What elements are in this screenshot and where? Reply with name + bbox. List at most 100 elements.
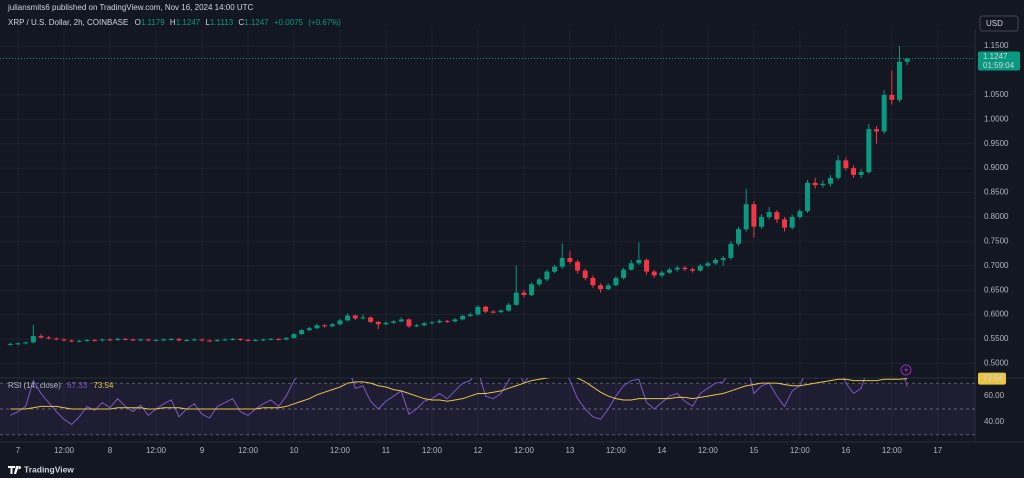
candle-body [851, 168, 856, 175]
y-tick-label: 0.8500 [984, 188, 1009, 197]
rsi-ma-value: 73.54 [93, 381, 114, 390]
y-tick-label: 1.0500 [984, 90, 1009, 99]
low-value: 1.1113 [210, 18, 234, 27]
y-tick-label: 1.1500 [984, 41, 1009, 50]
candle-body [866, 129, 872, 173]
brand[interactable]: TradingView [24, 464, 74, 474]
candle-body [789, 216, 795, 228]
candle-body [352, 315, 358, 319]
candle-body [720, 257, 726, 260]
change: +0.0075 [274, 18, 304, 27]
brand-logo[interactable] [8, 466, 22, 474]
y-tick-label: 0.6500 [984, 285, 1009, 294]
rsi-line [10, 378, 908, 426]
y-tick-label: 0.9000 [984, 163, 1009, 172]
candle-body [598, 285, 604, 290]
candle-body [61, 339, 67, 341]
high-label: H [170, 18, 176, 27]
candle-body [705, 263, 711, 266]
candle-body [812, 182, 818, 186]
candle-body [713, 259, 719, 264]
candle-body [191, 339, 197, 341]
candle-body [184, 339, 190, 341]
candle-body [84, 339, 90, 341]
candle-body [605, 285, 611, 290]
candle-body [460, 316, 466, 320]
candle-body [682, 267, 688, 270]
y-tick-label: 0.6000 [984, 310, 1009, 319]
x-tick-label: 12:00 [330, 446, 351, 455]
alert-bolt[interactable] [904, 366, 909, 374]
y-tick-label: 0.9500 [984, 139, 1009, 148]
candle-body [23, 342, 29, 344]
candle-body [828, 177, 834, 184]
high-value: 1.1247 [176, 18, 201, 27]
candle-body [904, 58, 910, 62]
x-tick-label: 11 [382, 446, 391, 455]
candle-body [774, 212, 780, 220]
y-tick-label: 0.8000 [984, 212, 1009, 221]
candle-body [391, 321, 397, 323]
candles [0, 46, 975, 346]
rsi-title: RSI (14, close) [8, 381, 61, 390]
x-tick-label: 14 [657, 446, 666, 455]
candle-body [199, 339, 205, 341]
candle-body [306, 328, 312, 331]
candle-body [360, 317, 366, 319]
candle-body [483, 306, 489, 312]
candle-body [383, 322, 389, 325]
x-tick-label: 12:00 [146, 446, 167, 455]
candle-body [475, 306, 481, 315]
rsi-legend: RSI (14, close) 67.33 73.54 [8, 381, 114, 390]
candle-body [130, 339, 136, 341]
candle-body [621, 269, 627, 278]
candle-body [314, 325, 320, 329]
candle-body [122, 338, 128, 340]
rsi-background [0, 382, 975, 436]
x-tick-label: 9 [200, 446, 205, 455]
y-tick-label: 0.5500 [984, 334, 1009, 343]
candle-body [69, 340, 75, 342]
candle-body [467, 314, 473, 317]
candle-body [659, 272, 665, 276]
candle-body [766, 212, 772, 217]
open-label: O [135, 18, 141, 27]
open-value: 1.1179 [141, 18, 165, 27]
candle-body [207, 340, 213, 342]
candle-body [30, 336, 36, 343]
x-tick-label: 15 [749, 446, 758, 455]
candle-body [590, 277, 596, 286]
rsi-tick-label: 40.00 [984, 417, 1005, 426]
candle-body [92, 339, 98, 341]
candle-body [858, 172, 864, 175]
candle-body [644, 259, 650, 272]
candle-body [521, 292, 527, 296]
candle-body [299, 330, 305, 335]
rsi-value: 67.33 [67, 381, 88, 390]
candle-body [322, 325, 328, 327]
candle-body [237, 338, 243, 340]
candle-body [613, 277, 619, 286]
candle-body [536, 279, 542, 285]
candle-body [345, 315, 351, 321]
rsi-lines [10, 378, 908, 426]
candle-body [107, 339, 113, 341]
candle-body [421, 323, 427, 326]
y-tick-label: 0.5000 [984, 358, 1009, 367]
candle-body [690, 269, 696, 271]
candle-body [874, 129, 879, 132]
candle-body [843, 160, 849, 169]
candle-body [115, 338, 121, 340]
x-tick-label: 7 [16, 446, 21, 455]
candle-body [291, 334, 297, 338]
candle-body [329, 324, 335, 327]
alert-icon[interactable] [900, 364, 912, 376]
x-tick-label: 12 [473, 446, 482, 455]
candle-body [759, 216, 765, 227]
currency[interactable]: USD [986, 19, 1003, 28]
currency-box[interactable] [979, 15, 1019, 32]
x-tick-label: 12:00 [698, 446, 719, 455]
